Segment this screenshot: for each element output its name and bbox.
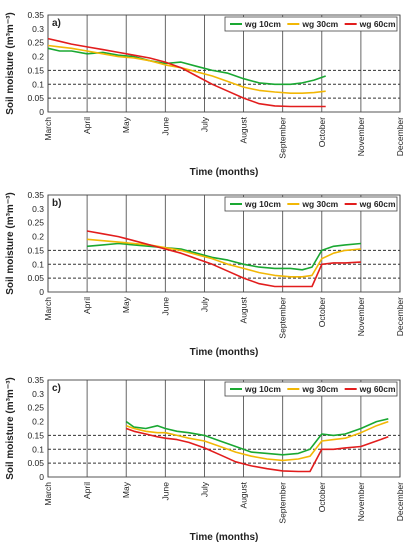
legend-entry: wg 60cm <box>359 199 396 209</box>
x-tick-label: December <box>395 297 405 336</box>
panel-label: c) <box>52 383 61 394</box>
x-tick-label: August <box>239 481 249 508</box>
y-tick-label: 0 <box>39 107 44 117</box>
x-tick-label: April <box>82 297 92 314</box>
x-tick-label: November <box>356 482 366 521</box>
x-tick-label: August <box>239 116 249 143</box>
y-tick-label: 0.2 <box>32 52 44 62</box>
x-tick-label: March <box>43 117 53 141</box>
x-tick-label: April <box>82 117 92 134</box>
y-tick-label: 0.1 <box>32 444 44 454</box>
x-tick-label: August <box>239 296 249 323</box>
y-tick-label: 0.05 <box>27 93 44 103</box>
y-tick-label: 0.3 <box>32 389 44 399</box>
y-tick-label: 0.15 <box>27 430 44 440</box>
panel-label: b) <box>52 198 61 209</box>
x-tick-label: June <box>160 297 170 316</box>
x-axis-label: Time (months) <box>190 532 259 543</box>
y-tick-label: 0.05 <box>27 458 44 468</box>
y-axis-label: Soil moisture (m³m⁻³) <box>5 12 16 115</box>
series-line-wg-10cm <box>87 242 361 271</box>
y-tick-label: 0.35 <box>27 190 44 200</box>
series-line-wg-60cm <box>86 230 361 288</box>
y-tick-label: 0.1 <box>32 79 44 89</box>
y-tick-label: 0.25 <box>27 218 44 228</box>
x-tick-label: April <box>82 482 92 499</box>
chart-panel-1: 0 0.05 0.1 0.15 0.2 0.25 0.3 0.35 March April May J… <box>5 10 405 178</box>
y-tick-label: 0 <box>39 287 44 297</box>
x-tick-label: September <box>278 297 288 339</box>
legend-entry: wg 10cm <box>244 199 281 209</box>
y-tick-label: 0.25 <box>27 38 44 48</box>
x-tick-label: July <box>199 296 209 312</box>
y-tick-label: 0.2 <box>32 232 44 242</box>
series-line-wg-30cm <box>47 44 326 94</box>
y-tick-label: 0 <box>39 472 44 482</box>
series-line-wg-10cm <box>47 47 326 86</box>
legend-entry: wg 30cm <box>301 19 338 29</box>
x-tick-label: June <box>160 117 170 136</box>
x-tick-label: September <box>278 117 288 159</box>
x-tick-label: July <box>199 116 209 132</box>
legend-entry: wg 60cm <box>359 19 396 29</box>
panel-label: a) <box>52 18 61 29</box>
y-tick-label: 0.05 <box>27 273 44 283</box>
legend-entry: wg 60cm <box>359 384 396 394</box>
x-tick-label: May <box>121 116 131 133</box>
plot-frame <box>47 194 401 293</box>
x-tick-label: October <box>317 297 327 327</box>
x-tick-label: September <box>278 482 288 524</box>
y-tick-label: 0.2 <box>32 417 44 427</box>
series-line-wg-60cm <box>125 427 389 473</box>
y-tick-label: 0.15 <box>27 245 44 255</box>
x-tick-label: May <box>121 481 131 498</box>
series-line-wg-10cm <box>125 418 389 456</box>
x-axis-label: Time (months) <box>190 167 259 178</box>
x-tick-label: November <box>356 117 366 156</box>
y-tick-label: 0.35 <box>27 375 44 385</box>
y-tick-label: 0.15 <box>27 65 44 75</box>
x-tick-label: October <box>317 482 327 512</box>
legend-box <box>224 16 398 32</box>
y-axis-label: Soil moisture (m³m⁻³) <box>5 192 16 295</box>
x-tick-label: March <box>43 297 53 321</box>
x-tick-label: December <box>395 117 405 156</box>
legend-entry: wg 10cm <box>244 19 281 29</box>
y-tick-label: 0.35 <box>27 10 44 20</box>
chart-panel-3: 0 0.05 0.1 0.15 0.2 0.25 0.3 0.35 March April May J… <box>5 375 405 543</box>
series-line-wg-30cm <box>125 420 389 462</box>
legend-entry: wg 30cm <box>301 199 338 209</box>
y-tick-label: 0.3 <box>32 24 44 34</box>
y-tick-label: 0.1 <box>32 259 44 269</box>
x-tick-label: March <box>43 482 53 506</box>
legend-entry: wg 30cm <box>301 384 338 394</box>
x-tick-label: June <box>160 482 170 501</box>
x-tick-label: December <box>395 482 405 521</box>
y-axis-label: Soil moisture (m³m⁻³) <box>5 377 16 480</box>
series-line-wg-30cm <box>87 238 361 278</box>
legend-box <box>224 196 398 212</box>
x-tick-label: October <box>317 117 327 147</box>
x-axis-label: Time (months) <box>190 347 259 358</box>
legend-entry: wg 10cm <box>244 384 281 394</box>
plot-frame <box>47 379 401 478</box>
series-line-wg-60cm <box>47 37 326 108</box>
legend-box <box>224 381 398 397</box>
y-tick-label: 0.3 <box>32 204 44 214</box>
plot-frame <box>47 14 401 113</box>
chart-panel-2: 0 0.05 0.1 0.15 0.2 0.25 0.3 0.35 March April May J… <box>5 190 405 358</box>
x-tick-label: November <box>356 297 366 336</box>
x-tick-label: July <box>199 481 209 497</box>
x-tick-label: May <box>121 296 131 313</box>
y-tick-label: 0.25 <box>27 403 44 413</box>
